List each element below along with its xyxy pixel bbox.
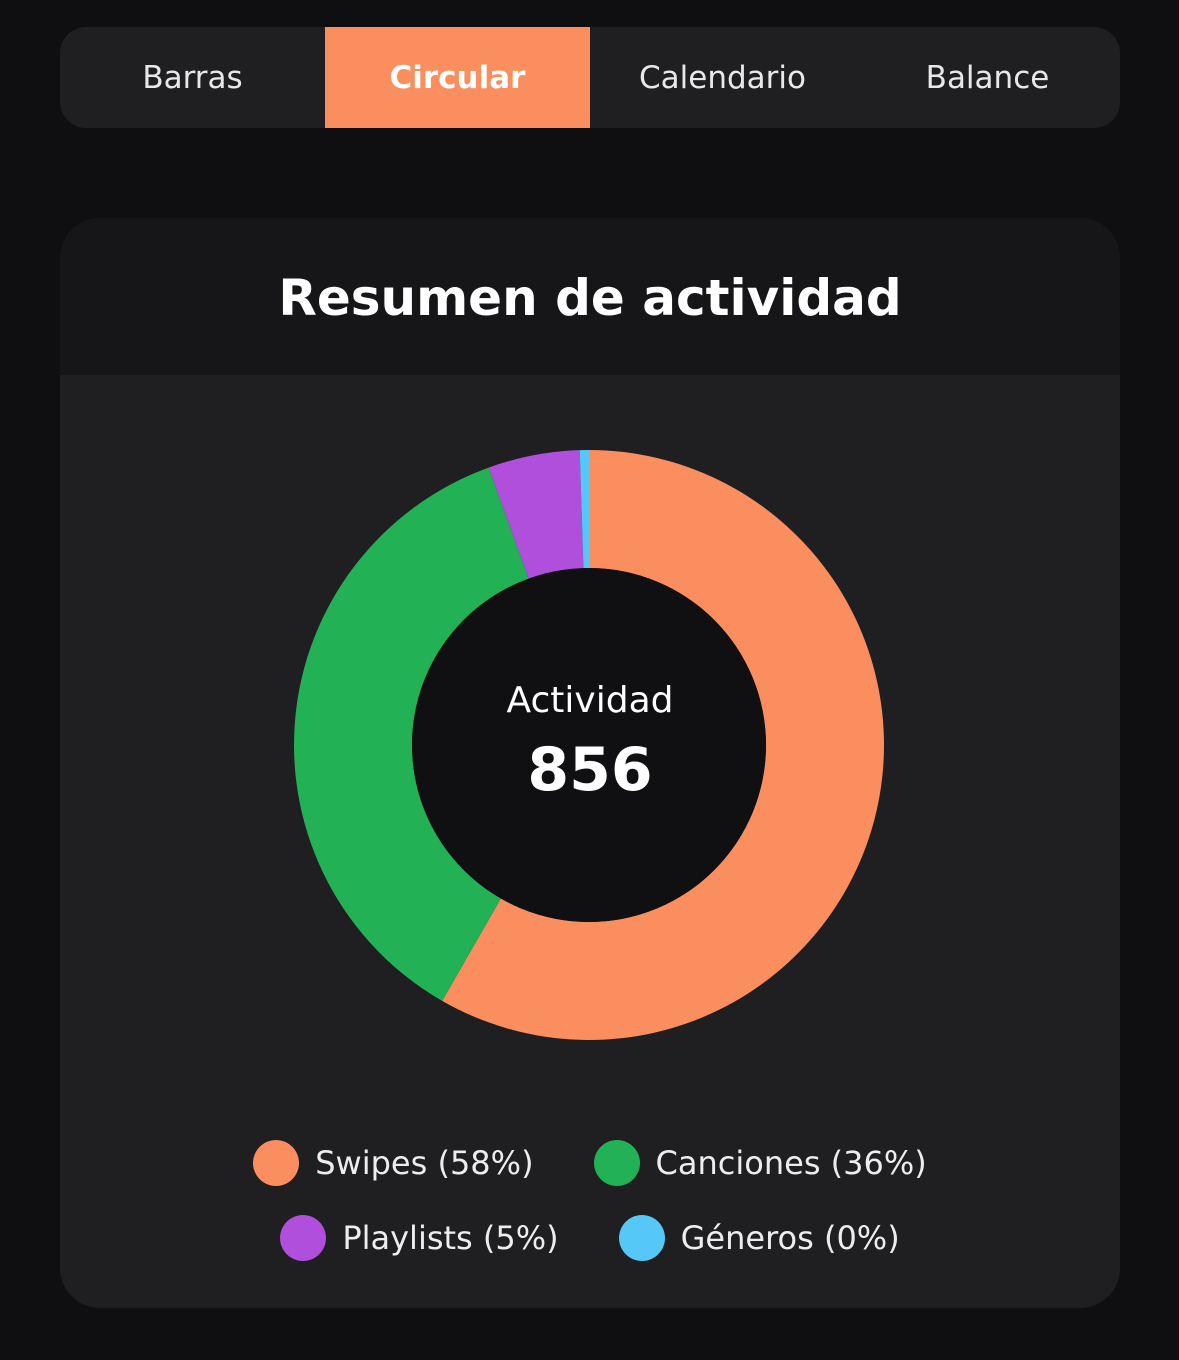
donut-slice-canciones: [294, 467, 529, 1001]
legend-row: Playlists (5%) Géneros (0%): [60, 1200, 1120, 1275]
activity-summary-card: Resumen de actividad Actividad 856 Swipe…: [60, 218, 1120, 1308]
donut-chart: [294, 450, 884, 1040]
card-header: Resumen de actividad: [60, 218, 1120, 375]
center-label: Actividad: [506, 680, 674, 721]
legend-label-playlists: Playlists (5%): [342, 1218, 559, 1257]
donut-hole: [412, 568, 766, 922]
legend-label-swipes: Swipes (58%): [315, 1143, 534, 1182]
generos-color-dot: [618, 1214, 665, 1261]
donut-slice-swipes: [442, 450, 884, 1040]
tab-calendario[interactable]: Calendario: [639, 59, 806, 96]
legend-item-swipes: Swipes (58%): [253, 1139, 534, 1186]
legend-row: Swipes (58%) Canciones (36%): [60, 1125, 1120, 1200]
playlists-color-dot: [280, 1214, 327, 1261]
donut-slice-g-neros: [579, 450, 589, 569]
canciones-color-dot: [593, 1139, 640, 1186]
legend-item-canciones: Canciones (36%): [593, 1139, 927, 1186]
swipes-color-dot: [253, 1139, 300, 1186]
center-value: 856: [527, 735, 653, 805]
legend-item-generos: Géneros (0%): [618, 1214, 900, 1261]
donut-chart-area: Actividad 856: [60, 375, 1120, 1095]
legend-label-canciones: Canciones (36%): [655, 1143, 927, 1182]
tab-barras[interactable]: Barras: [142, 59, 243, 96]
card-title: Resumen de actividad: [278, 268, 902, 327]
tab-circular[interactable]: Circular: [325, 27, 590, 128]
chart-legend: Swipes (58%) Canciones (36%) Playlists (…: [60, 1125, 1120, 1275]
legend-label-generos: Géneros (0%): [680, 1218, 900, 1257]
tab-balance[interactable]: Balance: [925, 59, 1050, 96]
legend-item-playlists: Playlists (5%): [280, 1214, 559, 1261]
donut-slice-playlists: [488, 450, 584, 579]
chart-type-tabs: Barras Circular Calendario Balance: [60, 27, 1120, 128]
